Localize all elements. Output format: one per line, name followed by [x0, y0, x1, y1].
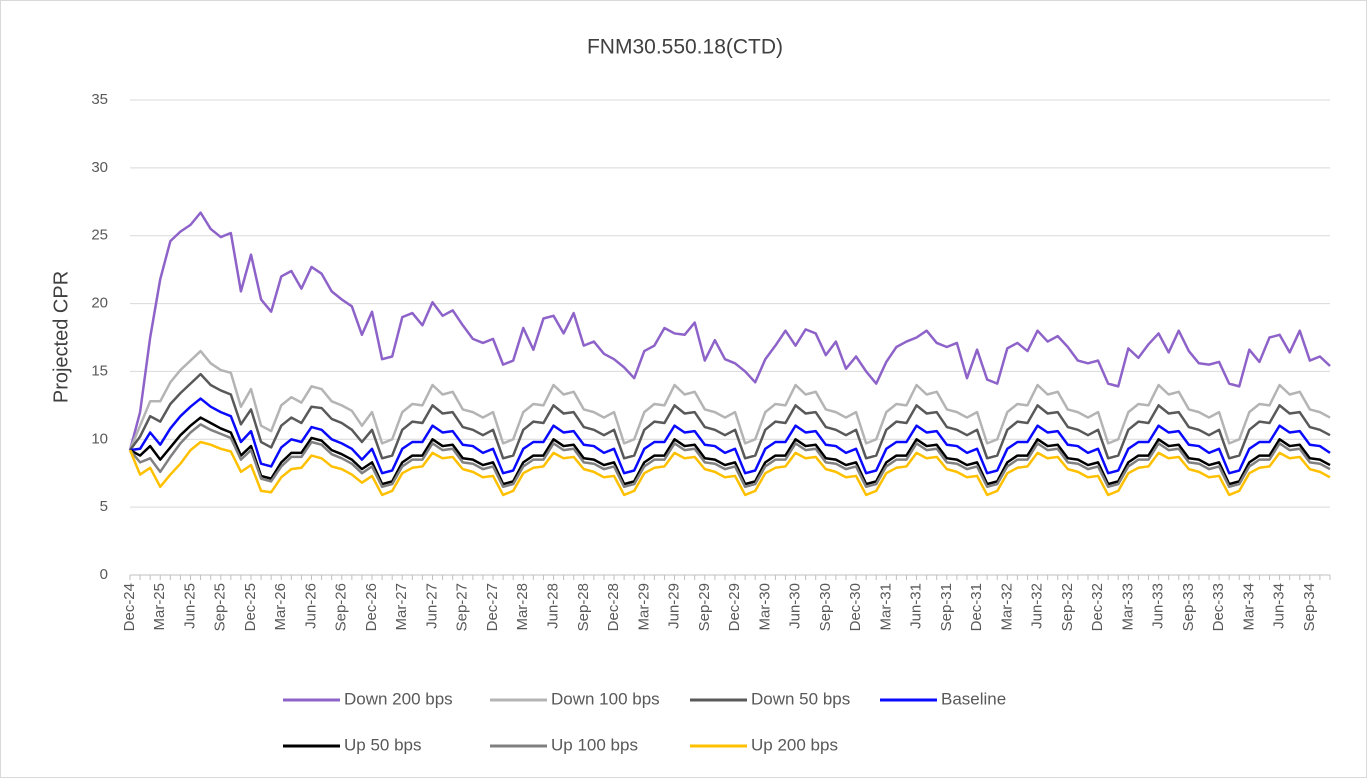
x-tick-label: Jun-25 [181, 583, 198, 629]
y-tick-label: 0 [100, 566, 108, 583]
x-tick-label: Mar-26 [272, 583, 289, 631]
legend-label: Up 100 bps [551, 735, 638, 754]
chart-title: FNM30.550.18(CTD) [587, 36, 783, 59]
x-tick-label: Jun-26 [302, 583, 319, 629]
x-tick-label: Dec-27 [484, 583, 501, 631]
x-tick-label: Sep-31 [938, 583, 955, 631]
x-tick-label: Mar-32 [998, 583, 1015, 631]
y-tick-label: 35 [91, 91, 108, 108]
y-tick-label: 20 [91, 295, 108, 312]
x-tick-label: Mar-34 [1240, 583, 1257, 631]
x-tick-label: Mar-30 [756, 583, 773, 631]
y-tick-label: 15 [91, 362, 108, 379]
x-tick-label: Dec-30 [847, 583, 864, 631]
x-tick-label: Dec-29 [726, 583, 743, 631]
x-tick-label: Jun-28 [544, 583, 561, 629]
x-tick-label: Sep-28 [575, 583, 592, 631]
series-line [128, 440, 1331, 497]
x-tick-label: Jun-29 [666, 583, 683, 629]
x-tick-label: Mar-28 [514, 583, 531, 631]
y-tick-label: 10 [91, 430, 108, 447]
x-tick-label: Dec-32 [1089, 583, 1106, 631]
x-tick-label: Sep-32 [1059, 583, 1076, 631]
x-tick-label: Jun-34 [1271, 583, 1288, 629]
x-tick-label: Jun-30 [787, 583, 804, 629]
series-line [128, 372, 1331, 460]
x-tick-label: Mar-31 [877, 583, 894, 631]
x-tick-label: Dec-25 [242, 583, 259, 631]
series-line [128, 211, 1331, 451]
x-tick-label: Dec-33 [1210, 583, 1227, 631]
y-tick-label: 30 [91, 159, 108, 176]
series-line [129, 416, 1331, 486]
x-tick-label: Sep-30 [817, 583, 834, 631]
x-tick-label: Mar-29 [635, 583, 652, 631]
x-tick-label: Jun-32 [1029, 583, 1046, 629]
x-tick-label: Dec-28 [605, 583, 622, 631]
x-tick-label: Sep-26 [333, 583, 350, 631]
x-tick-label: Dec-24 [121, 583, 138, 631]
legend-label: Down 100 bps [551, 689, 660, 708]
x-tick-label: Mar-27 [393, 583, 410, 631]
y-tick-label: 25 [91, 227, 108, 244]
y-tick-label: 5 [100, 498, 108, 515]
x-tick-label: Sep-27 [454, 583, 471, 631]
series-line [128, 349, 1331, 451]
y-axis-label: Projected CPR [50, 271, 72, 403]
series-line [129, 423, 1331, 489]
x-tick-label: Jun-31 [908, 583, 925, 629]
legend-label: Baseline [941, 689, 1006, 708]
series-line [129, 397, 1331, 475]
legend-label: Down 200 bps [344, 689, 453, 708]
x-tick-label: Sep-34 [1301, 583, 1318, 631]
legend-label: Up 50 bps [344, 735, 422, 754]
x-tick-label: Mar-33 [1119, 583, 1136, 631]
x-tick-label: Jun-33 [1150, 583, 1167, 629]
x-tick-label: Mar-25 [151, 583, 168, 631]
x-tick-label: Sep-25 [212, 583, 229, 631]
legend-label: Up 200 bps [751, 735, 838, 754]
x-tick-label: Jun-27 [423, 583, 440, 629]
x-tick-label: Sep-33 [1180, 583, 1197, 631]
x-tick-label: Sep-29 [696, 583, 713, 631]
x-tick-label: Dec-26 [363, 583, 380, 631]
x-tick-label: Dec-31 [968, 583, 985, 631]
legend-label: Down 50 bps [751, 689, 850, 708]
